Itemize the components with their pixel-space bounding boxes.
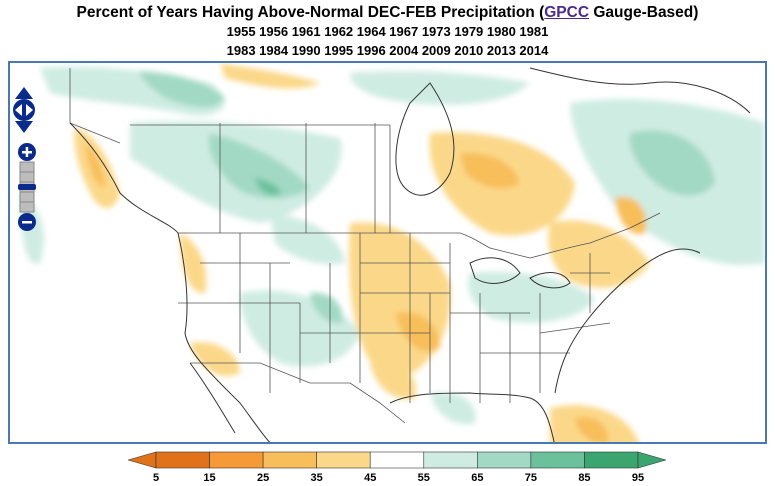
us-mexico-border [190, 362, 406, 424]
dry-area-pacific-nw [180, 233, 207, 294]
pan-arrows-icon[interactable] [9, 85, 39, 135]
wet-area-prairies [208, 133, 310, 199]
legend-swatch [530, 451, 585, 469]
zoom-slider-handle[interactable] [18, 184, 36, 190]
legend-tick-label: 25 [256, 472, 270, 484]
dry-area-oklahoma [395, 312, 440, 352]
wet-area-alaska-core [140, 71, 225, 108]
map-viewport[interactable] [8, 61, 767, 444]
us-state-lines [178, 233, 611, 403]
great-lakes [469, 257, 571, 289]
arctic-islands [529, 67, 751, 114]
wet-area-labrador [629, 130, 715, 196]
dry-area-bc-core [85, 143, 105, 188]
dry-area-yukon [220, 63, 320, 89]
west-coast [69, 122, 271, 442]
zoom-control[interactable] [15, 142, 39, 234]
legend-swatch [209, 451, 264, 469]
boundaries-layer [69, 68, 661, 424]
title-text: Percent of Years Having Above-Normal DEC… [76, 4, 545, 21]
years-line-2: 1983 1984 1990 1995 1996 2004 2009 2010 … [226, 43, 549, 58]
legend-swatch [262, 451, 317, 469]
legend-tick-label: 65 [471, 472, 484, 484]
dry-area-northeast [548, 220, 650, 288]
legend-swatch [477, 451, 532, 469]
legend-tick-label: 55 [417, 472, 430, 484]
wet-area-prairies-core [255, 178, 281, 196]
precip-map [20, 63, 765, 442]
map-header: Percent of Years Having Above-Normal DEC… [0, 0, 775, 60]
pan-left-arrow[interactable] [15, 104, 22, 116]
legend-swatch [316, 451, 371, 469]
pan-up-arrow[interactable] [15, 87, 33, 99]
canada-us-border [178, 212, 661, 259]
pan-control[interactable] [9, 85, 39, 135]
legend-swatch [584, 451, 639, 469]
wet-area-arctic [350, 71, 530, 105]
baja [189, 362, 236, 434]
gulf-coast [389, 392, 555, 442]
province-lines [130, 123, 391, 233]
wet-area-rockies-north [270, 213, 345, 265]
legend-tick-label: 45 [364, 472, 377, 484]
gpcc-link[interactable]: GPCC [544, 4, 590, 21]
hudson-bay [395, 82, 455, 196]
dry-area-quebec-south [615, 197, 646, 234]
years-line-1: 1955 1956 1961 1962 1964 1967 1973 1979 … [226, 24, 549, 39]
wet-area-mexico [430, 392, 476, 425]
east-coast [554, 248, 701, 394]
wet-area-ohio-valley [468, 271, 595, 323]
legend-swatch [155, 451, 210, 469]
legend-tick-label: 15 [203, 472, 216, 484]
legend-swatch [423, 451, 478, 469]
pan-down-arrow[interactable] [15, 121, 33, 133]
zoom-in-icon[interactable] [18, 143, 36, 161]
legend-arrow-high [637, 451, 666, 469]
legend-swatch [369, 451, 425, 469]
zoom-out-icon[interactable] [18, 213, 36, 231]
dry-area-plains [349, 222, 451, 383]
pan-right-arrow[interactable] [26, 104, 33, 116]
dry-area-southwest [190, 342, 240, 377]
legend-tick-label: 5 [152, 472, 160, 484]
dry-area-texas [370, 362, 416, 399]
legend-tick-label: 85 [578, 472, 591, 484]
map-title: Percent of Years Having Above-Normal DEC… [0, 3, 775, 22]
dry-area-caribbean-core [575, 416, 609, 442]
wet-area-four-corners [310, 292, 343, 324]
shading-layer [20, 63, 765, 442]
legend-arrow-low [128, 451, 157, 469]
title-suffix: Gauge-Based) [589, 4, 699, 21]
legend-colorbar [128, 451, 666, 469]
color-legend: 5 15 25 35 45 55 65 75 85 95 [128, 450, 666, 484]
dry-area-ontario [460, 152, 520, 189]
legend-tick-label: 35 [310, 472, 323, 484]
legend-tick-label: 75 [524, 472, 537, 484]
zoom-slider-ticks [20, 171, 34, 203]
pan-center[interactable] [13, 99, 35, 121]
coastline-layer [69, 67, 751, 442]
legend-tick-label: 95 [631, 472, 645, 484]
